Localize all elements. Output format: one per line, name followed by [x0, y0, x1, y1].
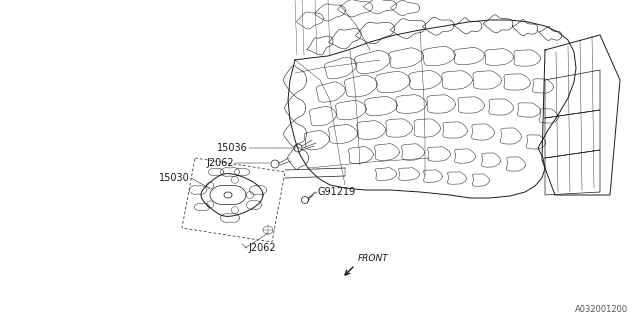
Text: 15030: 15030 [159, 173, 190, 183]
Text: FRONT: FRONT [358, 254, 388, 263]
Text: G91219: G91219 [318, 187, 356, 197]
Text: A032001200: A032001200 [575, 305, 628, 314]
Text: J2062: J2062 [248, 243, 276, 253]
Text: J2062: J2062 [206, 158, 234, 168]
Text: 15036: 15036 [217, 143, 248, 153]
